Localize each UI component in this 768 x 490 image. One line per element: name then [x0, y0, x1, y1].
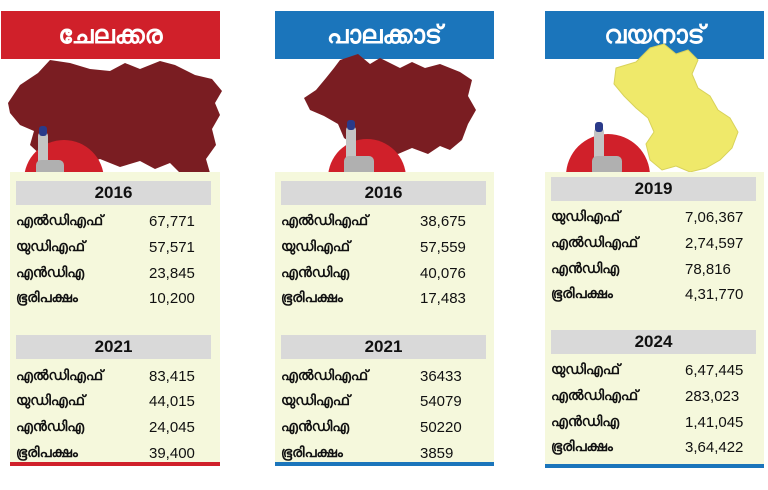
party-label: എൻഡിഎ [281, 419, 350, 435]
year-bar: 2019 [551, 177, 756, 201]
result-row: എൻഡിഎ 40,076 [275, 262, 494, 286]
voting-finger-icon [566, 122, 650, 176]
result-row: എൻഡിഎ 23,845 [10, 262, 220, 286]
vote-value: 83,415 [149, 368, 195, 385]
vote-value: 36433 [420, 368, 462, 385]
vote-value: 7,06,367 [685, 209, 744, 226]
party-label: ഭൂരിപക്ഷം [281, 290, 343, 306]
result-row: യുഡിഎഫ് 7,06,367 [545, 206, 764, 230]
panel-title: ചേലക്കര [1, 11, 220, 59]
vote-value: 38,675 [420, 213, 466, 230]
voting-finger-icon [328, 120, 406, 178]
party-label: എൽഡിഎഫ് [281, 368, 369, 384]
result-row: ഭൂരിപക്ഷം 17,483 [275, 287, 494, 311]
result-row: ഭൂരിപക്ഷം 39,400 [10, 442, 220, 466]
year-bar: 2016 [16, 181, 211, 205]
party-label: യുഡിഎഫ് [281, 393, 350, 409]
year-bar: 2016 [281, 181, 486, 205]
result-row: എൻഡിഎ 24,045 [10, 416, 220, 440]
panel-bottom-line [10, 462, 220, 466]
party-label: യുഡിഎഫ് [16, 239, 85, 255]
result-row: ഭൂരിപക്ഷം 3859 [275, 442, 494, 466]
result-row: എൻഡിഎ 1,41,045 [545, 411, 764, 435]
result-row: എൽഡിഎഫ് 67,771 [10, 210, 220, 234]
vote-value: 40,076 [420, 265, 466, 282]
party-label: എൻഡിഎ [551, 414, 620, 430]
vote-value: 78,816 [685, 261, 731, 278]
vote-value: 54079 [420, 393, 462, 410]
panel-bottom-line [275, 462, 494, 466]
vote-value: 17,483 [420, 290, 466, 307]
vote-value: 283,023 [685, 388, 740, 405]
result-row: ഭൂരിപക്ഷം 4,31,770 [545, 283, 764, 307]
party-label: എൽഡിഎഫ് [551, 235, 639, 251]
vote-value: 1,41,045 [685, 414, 744, 431]
results-panel: 2019 യുഡിഎഫ് 7,06,367 എൽഡിഎഫ് 2,74,597 എ… [545, 172, 764, 464]
vote-value: 57,571 [149, 239, 195, 256]
year-bar: 2021 [281, 335, 486, 359]
party-label: എൽഡിഎഫ് [16, 213, 104, 229]
party-label: യുഡിഎഫ് [281, 239, 350, 255]
result-row: യുഡിഎഫ് 57,571 [10, 236, 220, 260]
vote-value: 2,74,597 [685, 235, 744, 252]
result-row: എൽഡിഎഫ് 83,415 [10, 365, 220, 389]
result-row: എൻഡിഎ 78,816 [545, 258, 764, 282]
party-label: എൽഡിഎഫ് [281, 213, 369, 229]
vote-value: 39,400 [149, 445, 195, 462]
result-row: യുഡിഎഫ് 6,47,445 [545, 359, 764, 383]
party-label: യുഡിഎഫ് [551, 362, 620, 378]
result-row: ഭൂരിപക്ഷം 10,200 [10, 287, 220, 311]
party-label: ഭൂരിപക്ഷം [16, 445, 78, 461]
party-label: എൽഡിഎഫ് [16, 368, 104, 384]
results-panel: 2016 എൽഡിഎഫ് 38,675 യുഡിഎഫ് 57,559 എൻഡിഎ… [275, 172, 494, 462]
vote-value: 6,47,445 [685, 362, 744, 379]
panel-title: വയനാട് [545, 11, 764, 59]
party-label: ഭൂരിപക്ഷം [281, 445, 343, 461]
party-label: എൻഡിഎ [551, 261, 620, 277]
result-row: യുഡിഎഫ് 57,559 [275, 236, 494, 260]
result-row: എൽഡിഎഫ് 283,023 [545, 385, 764, 409]
year-bar: 2024 [551, 330, 756, 354]
vote-value: 10,200 [149, 290, 195, 307]
party-label: ഭൂരിപക്ഷം [551, 286, 613, 302]
vote-value: 57,559 [420, 239, 466, 256]
result-row: എൽഡിഎഫ് 2,74,597 [545, 232, 764, 256]
party-label: എൽഡിഎഫ് [551, 388, 639, 404]
vote-value: 44,015 [149, 393, 195, 410]
wayanad-map [613, 43, 739, 173]
party-label: എൻഡിഎ [16, 265, 85, 281]
vote-value: 50220 [420, 419, 462, 436]
party-label: എൻഡിഎ [281, 265, 350, 281]
result-row: യുഡിഎഫ് 44,015 [10, 390, 220, 414]
vote-value: 24,045 [149, 419, 195, 436]
panel-bottom-line [545, 464, 764, 468]
vote-value: 3,64,422 [685, 439, 744, 456]
party-label: ഭൂരിപക്ഷം [16, 290, 78, 306]
year-bar: 2021 [16, 335, 211, 359]
party-label: എൻഡിഎ [16, 419, 85, 435]
panel-title: പാലക്കാട് [275, 11, 494, 59]
party-label: യുഡിഎഫ് [16, 393, 85, 409]
result-row: ഭൂരിപക്ഷം 3,64,422 [545, 436, 764, 460]
vote-value: 3859 [420, 445, 454, 462]
vote-value: 67,771 [149, 213, 195, 230]
results-panel: 2016 എൽഡിഎഫ് 67,771 യുഡിഎഫ് 57,571 എൻഡിഎ… [10, 172, 220, 462]
party-label: ഭൂരിപക്ഷം [551, 439, 613, 455]
result-row: എൽഡിഎഫ് 38,675 [275, 210, 494, 234]
vote-value: 23,845 [149, 265, 195, 282]
result-row: എൽഡിഎഫ് 36433 [275, 365, 494, 389]
vote-value: 4,31,770 [685, 286, 744, 303]
result-row: യുഡിഎഫ് 54079 [275, 390, 494, 414]
party-label: യുഡിഎഫ് [551, 209, 620, 225]
result-row: എൻഡിഎ 50220 [275, 416, 494, 440]
